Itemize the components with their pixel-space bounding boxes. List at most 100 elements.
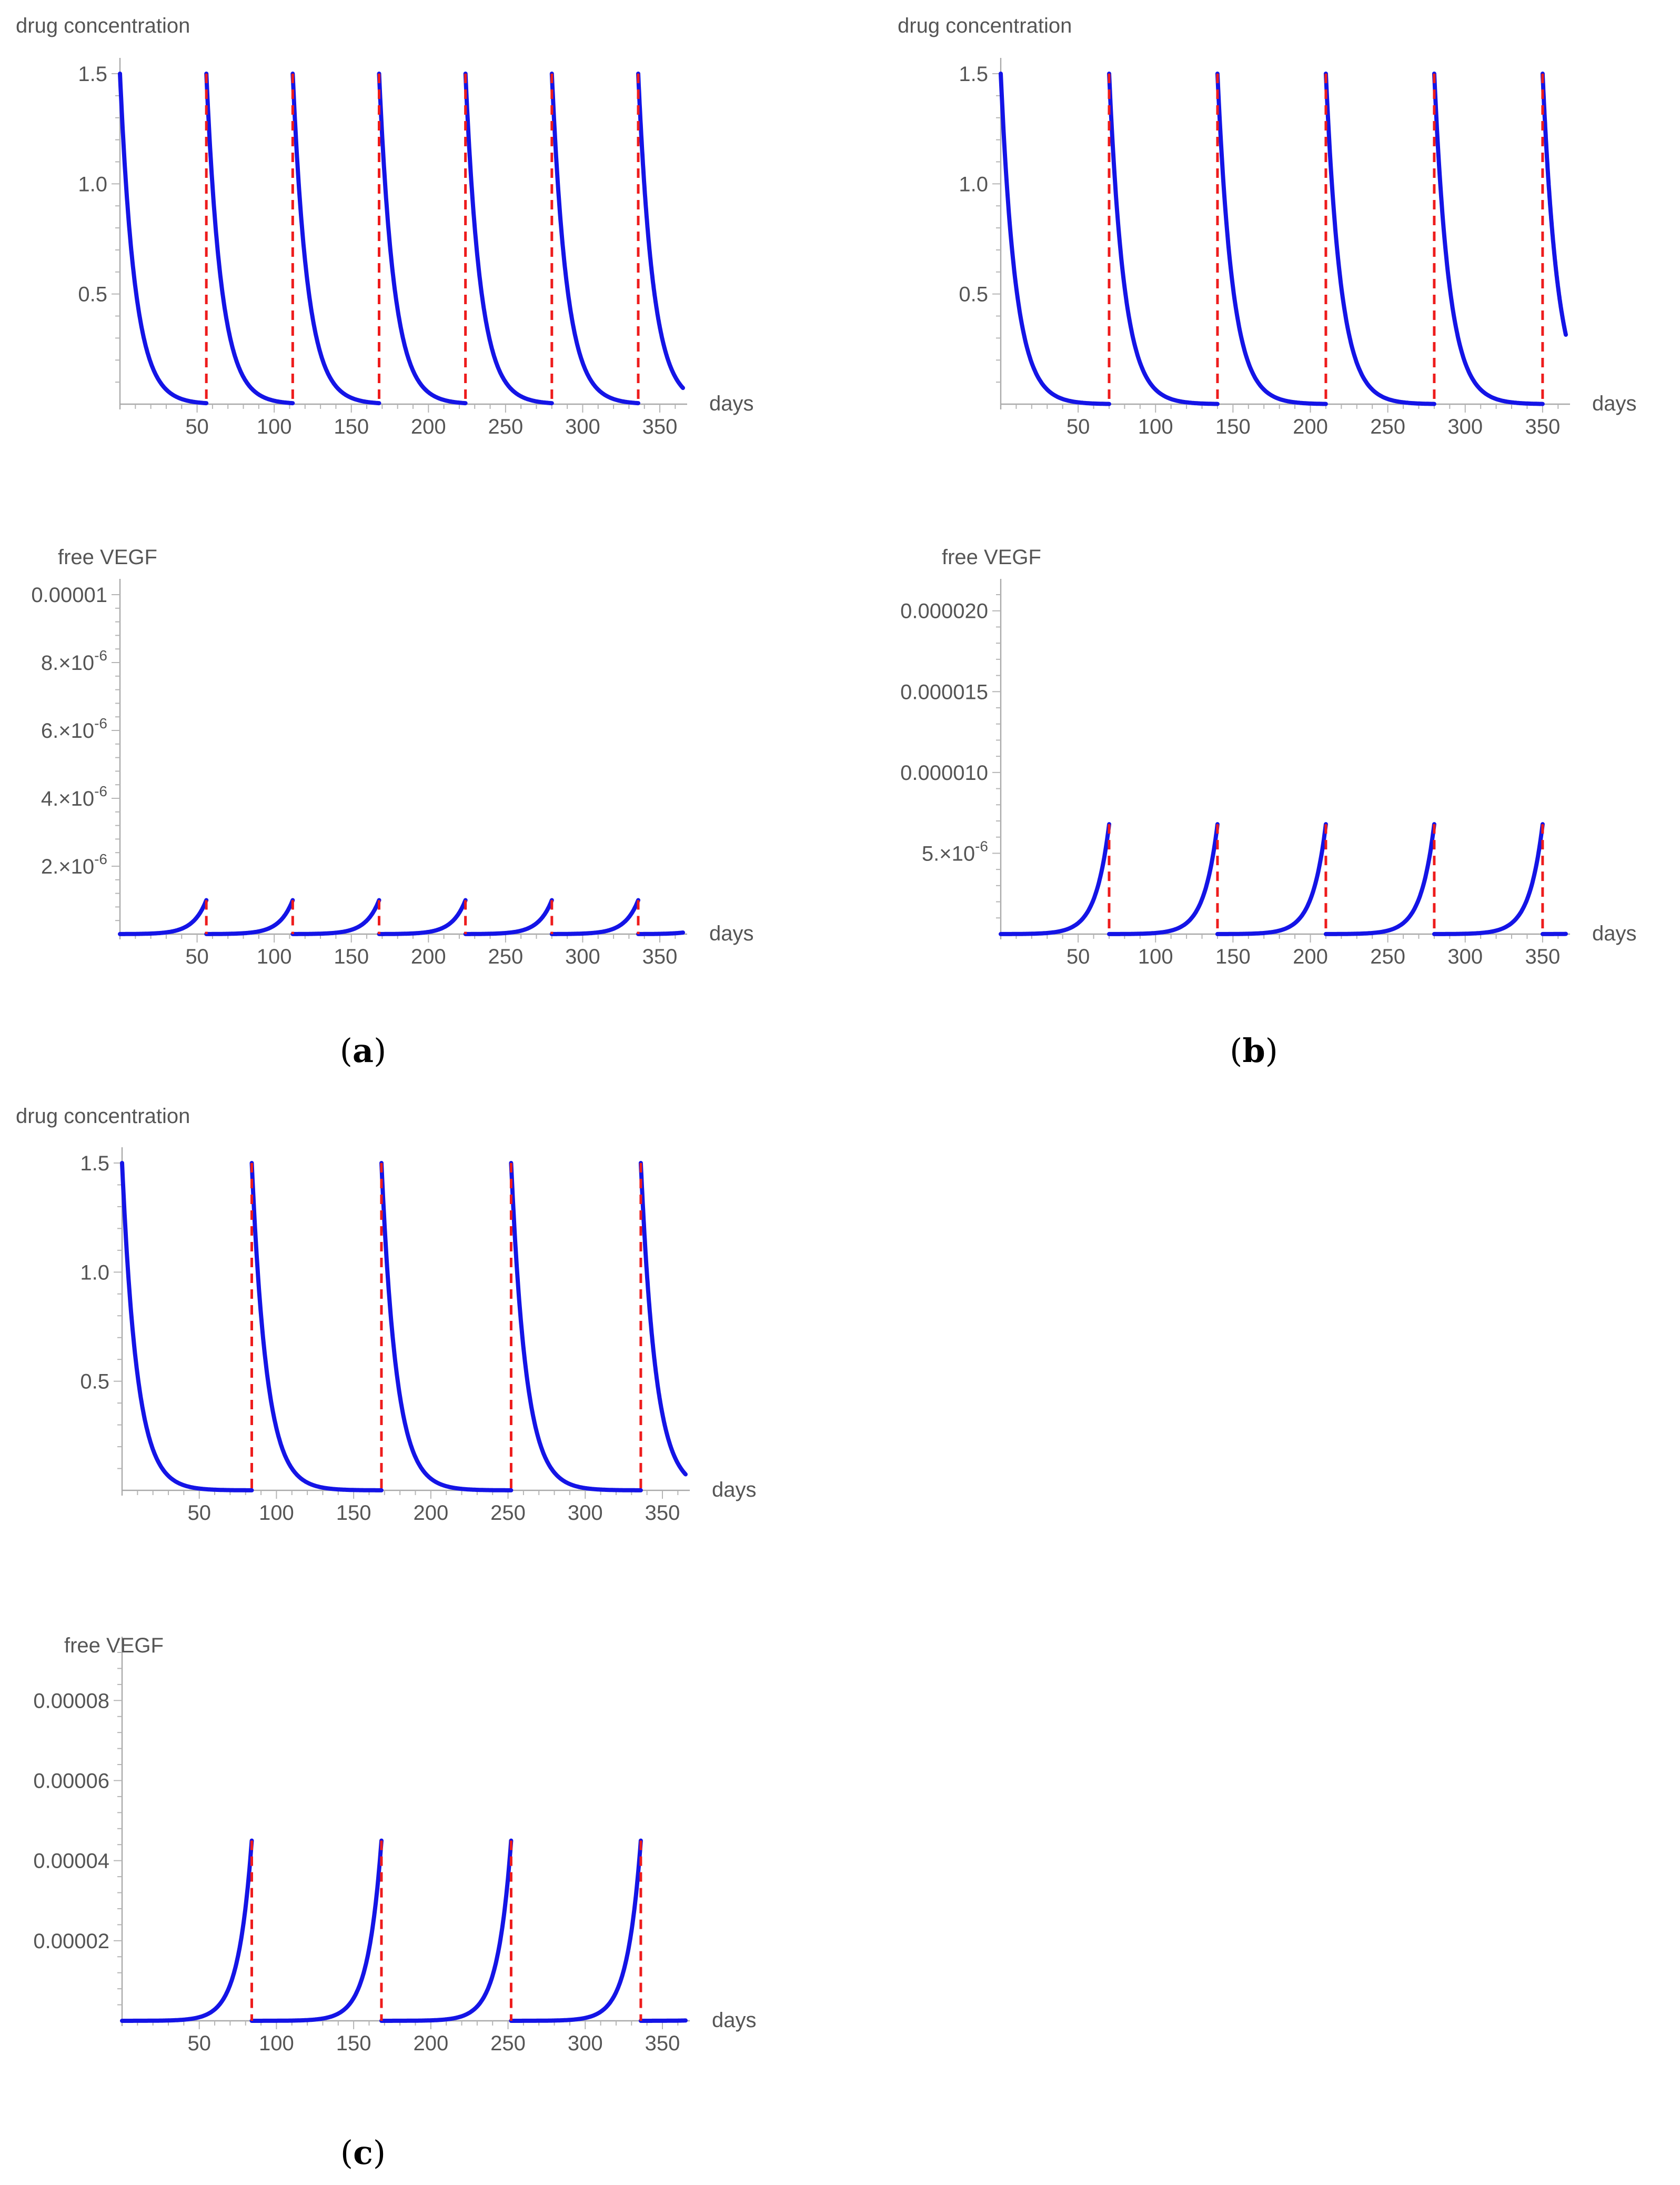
x-tick-label: 350 [642,945,678,968]
x-tick-label: 250 [1370,945,1405,968]
x-tick-label: 300 [1447,945,1483,968]
series-segment [1323,822,1436,936]
x-axis-label: days [1592,392,1637,415]
x-tick-label: 300 [565,415,600,438]
y-tick-label: 0.000020 [900,600,988,623]
x-axis-label: days [712,2009,757,2032]
series-segment [636,930,685,936]
y-tick-label: 0.00002 [33,1930,109,1953]
x-tick-label: 250 [490,1501,526,1525]
x-tick-label: 350 [642,415,678,438]
y-axis-label: free VEGF [58,546,157,569]
series-segment [379,1161,514,1492]
x-tick-label: 100 [1138,945,1173,968]
y-tick-label: 1.0 [959,173,988,196]
x-tick-label: 100 [259,2032,294,2055]
y-tick-label: 0.00008 [33,1689,109,1712]
series-segment [377,72,468,406]
x-axis-label: days [1592,922,1637,945]
chart-a-drug: 50 100 150 200 250 300 350 0.5 1.0 1.5 drug concen… [16,14,754,438]
y-tick-label: 0.00001 [31,584,107,607]
series-segment [120,1838,254,2023]
x-tick-label: 150 [1215,415,1251,438]
x-tick-label: 200 [411,945,446,968]
x-tick-label: 50 [185,945,209,968]
x-tick-label: 300 [565,945,600,968]
x-tick-label: 250 [1370,415,1405,438]
chart-b-vegf: 50 100 150 200 250 300 350 5.×10-6 0.000010 0.000… [900,546,1636,968]
x-tick-label: 250 [488,415,524,438]
chart-c-drug: 50 100 150 200 250 300 350 0.5 1.0 1.5 drug concen… [16,1105,757,1525]
panel-label-b: (b) [1230,1031,1278,1070]
y-tick-label: 1.5 [80,1152,109,1175]
x-tick-label: 150 [1215,945,1251,968]
series-segment [120,1161,254,1492]
series-segment [290,898,381,936]
series-segment [509,1838,643,2023]
series-segment [1432,822,1545,936]
x-tick-label: 100 [257,415,292,438]
series-segment [1432,72,1545,406]
x-tick-label: 50 [187,1501,211,1525]
x-tick-label: 200 [1293,415,1328,438]
x-tick-label: 100 [257,945,292,968]
y-tick-label: 0.000010 [900,761,988,785]
y-tick-label: 6.×10-6 [41,715,107,743]
series-segment [636,72,685,390]
x-tick-label: 350 [1525,945,1560,968]
series-segment [1107,72,1220,406]
x-tick-label: 300 [568,1501,603,1525]
series-segment [638,1161,688,1477]
x-tick-label: 100 [259,1501,294,1525]
series-segment [290,72,381,406]
y-tick-label: 1.0 [78,173,107,196]
chart-c-vegf: 50 100 150 200 250 300 350 0.00002 0.00004 0.0000… [33,1634,756,2055]
y-tick-label: 8.×10-6 [41,647,107,675]
x-axis-label: days [712,1478,757,1501]
y-tick-label: 1.0 [80,1261,109,1284]
series-segment [999,822,1111,936]
panel-label-c: (c) [340,2133,386,2172]
x-tick-label: 350 [1525,415,1560,438]
series-segment [549,72,640,406]
y-tick-label: 0.00006 [33,1769,109,1792]
svg-text:(b): (b) [1230,1031,1278,1070]
x-tick-label: 350 [645,1501,680,1525]
x-tick-label: 300 [1447,415,1483,438]
x-tick-label: 50 [185,415,209,438]
x-tick-label: 300 [568,2032,603,2055]
panel-label-a: (a) [340,1031,387,1070]
series-segment [1540,72,1568,337]
series-segment [249,1161,384,1492]
x-tick-label: 150 [334,945,369,968]
y-tick-label: 2.×10-6 [41,851,107,878]
series-segment [509,1161,643,1492]
svg-text:(a): (a) [340,1031,387,1070]
y-tick-label: 4.×10-6 [41,783,107,810]
series-segment [1215,72,1328,406]
x-tick-label: 50 [1067,945,1090,968]
x-tick-label: 50 [187,2032,211,2055]
y-axis-label: drug concentration [16,14,190,37]
series-segment [204,898,295,936]
y-tick-label: 5.×10-6 [922,838,988,865]
x-axis-label: days [709,392,754,415]
series-segment [999,72,1111,406]
x-tick-label: 200 [1293,945,1328,968]
x-axis-label: days [709,922,754,945]
series-segment [379,1838,514,2023]
series-segment [377,898,468,936]
series-segment [463,898,554,936]
series-segment [204,72,295,406]
series-segment [1107,822,1220,936]
svg-text:(c): (c) [340,2133,386,2172]
y-tick-label: 0.000015 [900,680,988,704]
chart-b-drug: 50 100 150 200 250 300 350 0.5 1.0 1.5 drug concen… [898,14,1637,438]
x-tick-label: 350 [645,2032,680,2055]
x-tick-label: 150 [334,415,369,438]
x-tick-label: 150 [336,2032,371,2055]
series-segment [249,1838,384,2023]
y-tick-label: 0.5 [959,283,988,306]
y-tick-label: 1.5 [78,63,107,86]
series-segment [463,72,554,406]
